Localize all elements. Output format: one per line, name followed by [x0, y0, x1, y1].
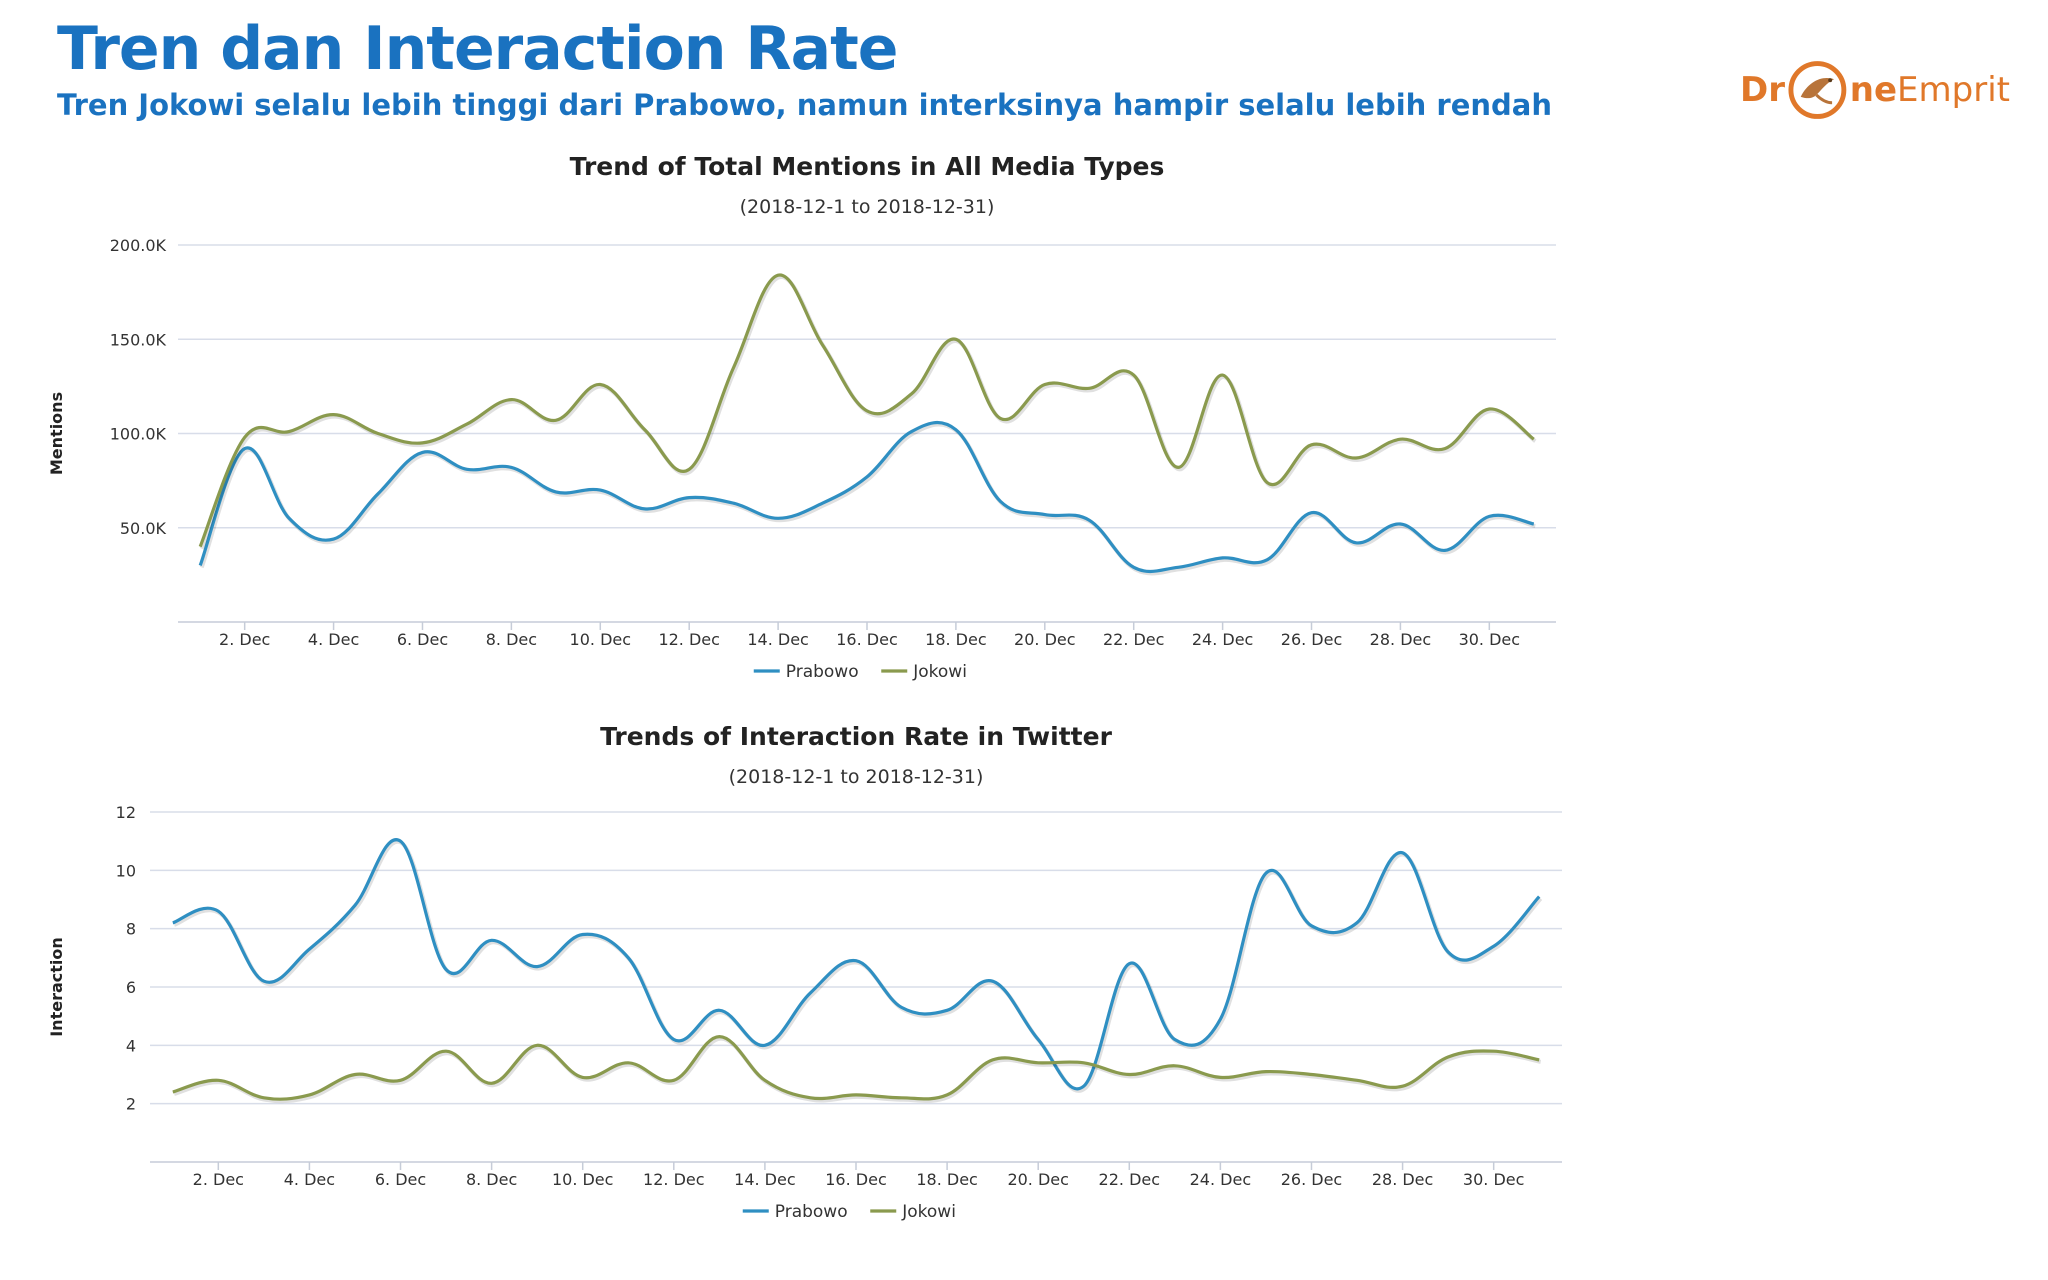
y-tick-label: 150.0K — [110, 330, 167, 349]
legend-label: Jokowi — [912, 662, 967, 682]
y-tick-label: 6 — [126, 978, 136, 997]
x-tick-label: 28. Dec — [1370, 630, 1432, 649]
x-tick-label: 24. Dec — [1190, 1170, 1252, 1189]
x-tick-label: 24. Dec — [1192, 630, 1254, 649]
y-tick-label: 100.0K — [110, 425, 167, 444]
x-tick-label: 10. Dec — [570, 630, 632, 649]
y-tick-label: 200.0K — [110, 236, 167, 255]
x-tick-label: 22. Dec — [1103, 630, 1165, 649]
x-tick-label: 4. Dec — [284, 1170, 335, 1189]
legend-item-prabowo[interactable]: Prabowo — [753, 662, 859, 682]
chart-subtitle: (2018-12-1 to 2018-12-31) — [729, 766, 984, 788]
x-tick-label: 26. Dec — [1281, 630, 1343, 649]
series-line-shadow — [199, 422, 1536, 576]
x-tick-label: 16. Dec — [836, 630, 898, 649]
series-line-shadow — [173, 839, 1543, 1093]
x-tick-label: 2. Dec — [219, 630, 270, 649]
legend-item-prabowo[interactable]: Prabowo — [742, 1202, 848, 1222]
y-tick-label: 10 — [116, 861, 136, 880]
legend-label: Prabowo — [775, 1202, 848, 1222]
x-tick-label: 4. Dec — [308, 630, 359, 649]
chart-subtitle: (2018-12-1 to 2018-12-31) — [740, 196, 995, 218]
x-tick-label: 12. Dec — [643, 1170, 705, 1189]
x-tick-label: 14. Dec — [747, 630, 809, 649]
page-title: Tren dan Interaction Rate — [57, 14, 898, 84]
bird-logo-icon — [1788, 61, 1847, 119]
y-axis-title: Mentions — [47, 392, 66, 475]
x-tick-label: 6. Dec — [375, 1170, 426, 1189]
x-tick-label: 20. Dec — [1007, 1170, 1069, 1189]
x-tick-label: 14. Dec — [734, 1170, 796, 1189]
series-line-prabowo[interactable] — [172, 838, 1541, 1091]
y-tick-label: 8 — [126, 920, 136, 939]
x-tick-label: 18. Dec — [916, 1170, 978, 1189]
logo-text-part-2: ne — [1849, 70, 1898, 110]
x-tick-label: 2. Dec — [193, 1170, 244, 1189]
drone-emprit-logo: Dr ne Emprit — [1740, 50, 2010, 130]
y-tick-label: 50.0K — [120, 519, 167, 538]
chart-title: Trend of Total Mentions in All Media Typ… — [570, 152, 1165, 181]
x-tick-label: 22. Dec — [1099, 1170, 1161, 1189]
x-tick-label: 30. Dec — [1463, 1170, 1525, 1189]
page-subtitle: Tren Jokowi selalu lebih tinggi dari Pra… — [57, 88, 1552, 122]
y-tick-label: 4 — [126, 1036, 136, 1055]
series-line-jokowi[interactable] — [198, 273, 1535, 548]
legend-item-jokowi[interactable]: Jokowi — [881, 662, 967, 682]
x-tick-label: 6. Dec — [397, 630, 448, 649]
x-tick-label: 28. Dec — [1372, 1170, 1434, 1189]
x-tick-label: 30. Dec — [1459, 630, 1521, 649]
x-tick-label: 20. Dec — [1014, 630, 1076, 649]
legend-item-jokowi[interactable]: Jokowi — [870, 1202, 956, 1222]
logo-text-part-3: Emprit — [1897, 70, 2010, 110]
legend-label: Prabowo — [786, 662, 859, 682]
mentions-trend-chart: Trend of Total Mentions in All Media Typ… — [47, 152, 1556, 682]
series-line-shadow — [173, 1036, 1542, 1104]
x-tick-label: 26. Dec — [1281, 1170, 1343, 1189]
x-tick-label: 10. Dec — [552, 1170, 614, 1189]
series-line-prabowo[interactable] — [198, 420, 1535, 574]
legend-label: Jokowi — [901, 1202, 956, 1222]
x-tick-label: 16. Dec — [825, 1170, 887, 1189]
series-line-shadow — [199, 275, 1537, 550]
logo-text-part-1: Dr — [1740, 70, 1785, 110]
interaction-rate-chart: Trends of Interaction Rate in Twitter (20… — [47, 722, 1562, 1222]
x-tick-label: 8. Dec — [486, 630, 537, 649]
x-tick-label: 18. Dec — [925, 630, 987, 649]
y-tick-label: 12 — [116, 803, 136, 822]
series-line-jokowi[interactable] — [172, 1035, 1540, 1101]
x-tick-label: 8. Dec — [466, 1170, 517, 1189]
x-tick-label: 12. Dec — [658, 630, 720, 649]
y-axis-title: Interaction — [47, 937, 66, 1037]
chart-title: Trends of Interaction Rate in Twitter — [600, 722, 1112, 751]
y-tick-label: 2 — [126, 1095, 136, 1114]
